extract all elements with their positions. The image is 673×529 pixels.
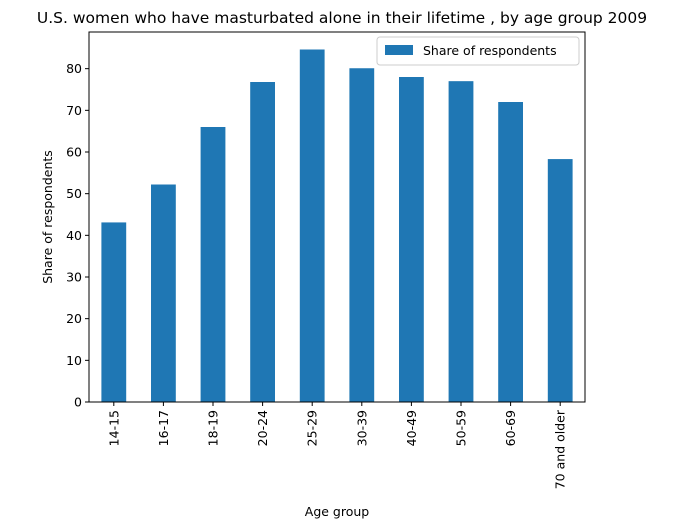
y-tick-label: 10	[66, 353, 82, 368]
legend-swatch	[385, 45, 413, 55]
y-tick-label: 50	[66, 186, 82, 201]
y-tick-label: 60	[66, 145, 82, 160]
x-tick-label: 18-19	[206, 410, 221, 446]
bar-16-17	[151, 184, 176, 402]
y-axis-label: Share of respondents	[40, 150, 55, 284]
legend-box	[376, 36, 580, 66]
bar-18-19	[200, 127, 226, 402]
y-tick-label: 0	[74, 395, 82, 410]
y-axis: 0 10 20 30 40 50 60 70 80	[66, 61, 89, 410]
plot-frame	[88, 31, 586, 403]
bar-50-59	[448, 81, 474, 403]
x-tick-label: 70 and older	[553, 409, 568, 489]
bar-14-15	[101, 222, 127, 402]
legend: Share of respondents	[376, 36, 580, 66]
y-tick-label: 20	[66, 311, 82, 326]
x-axis-label: Age group	[305, 504, 370, 519]
y-tick-label: 30	[66, 270, 82, 285]
x-tick-label: 30-39	[354, 410, 369, 446]
x-tick-label: 50-59	[454, 410, 469, 446]
y-tick-label: 40	[66, 228, 82, 243]
bar-40-49	[399, 77, 424, 402]
legend-label: Share of respondents	[423, 43, 557, 58]
y-tick-label: 70	[66, 103, 82, 118]
bar-30-39	[349, 68, 375, 402]
x-axis: 14-15 16-17 18-19 20-24 25-29 30-39 40-49 50-59…	[106, 402, 568, 489]
bars-layer	[101, 49, 573, 403]
bar-20-24	[250, 82, 275, 402]
bar-70-and-older	[547, 159, 573, 402]
x-tick-label: 25-29	[305, 410, 320, 446]
x-tick-label: 40-49	[404, 410, 419, 446]
x-tick-label: 14-15	[106, 410, 121, 446]
y-tick-label: 80	[66, 61, 82, 76]
x-tick-label: 20-24	[255, 410, 270, 446]
x-tick-label: 16-17	[156, 410, 171, 446]
chart-title: U.S. women who have masturbated alone in…	[37, 9, 647, 27]
bar-25-29	[299, 49, 325, 402]
x-tick-label: 60-69	[503, 410, 518, 446]
bar-60-69	[498, 102, 523, 402]
